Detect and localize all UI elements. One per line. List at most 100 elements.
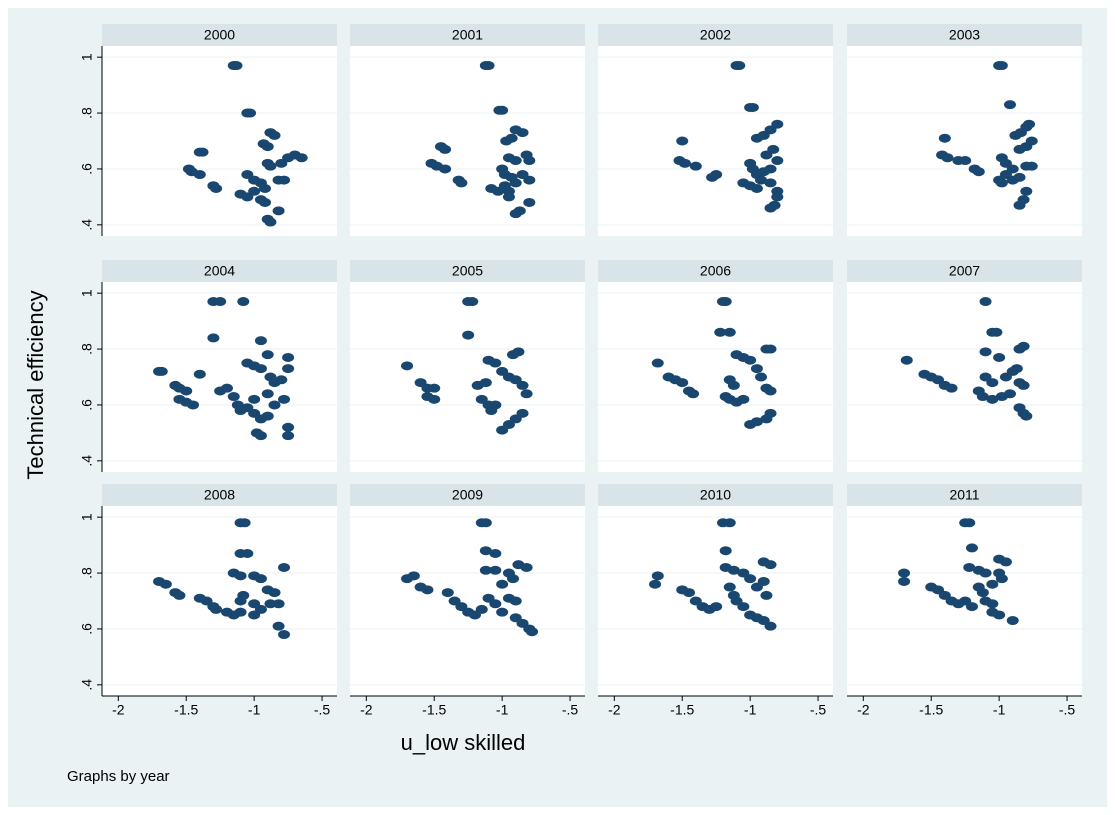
plot-region (350, 46, 585, 236)
y-tick-label: .6 (79, 623, 95, 635)
point (155, 366, 168, 376)
point (1013, 172, 1026, 182)
point (768, 200, 781, 210)
x-tick-label: -2 (360, 702, 373, 718)
point (651, 571, 664, 581)
panel-header (598, 484, 833, 506)
point (689, 161, 702, 171)
point (439, 144, 452, 154)
point (489, 565, 502, 575)
point (479, 378, 492, 388)
point (995, 61, 1008, 71)
point (963, 562, 976, 572)
point (755, 372, 768, 382)
panel-header (350, 484, 585, 506)
point (272, 206, 285, 216)
point (993, 352, 1006, 362)
point (516, 128, 529, 138)
point (428, 394, 441, 404)
point (227, 392, 240, 402)
point (159, 579, 172, 589)
point (965, 543, 978, 553)
point (523, 156, 536, 166)
panel-title: 2001 (452, 27, 483, 43)
point (230, 61, 243, 71)
point (941, 153, 954, 163)
point (234, 571, 247, 581)
point (272, 621, 285, 631)
point (401, 361, 414, 371)
point (976, 588, 989, 598)
point (526, 627, 539, 637)
point (719, 546, 732, 556)
x-axis-title: u_low skilled (401, 730, 526, 755)
point (496, 105, 509, 115)
point (272, 599, 285, 609)
y-tick-label: .8 (79, 343, 95, 355)
point (723, 518, 736, 528)
point (744, 574, 757, 584)
point (1023, 119, 1036, 129)
point (455, 178, 468, 188)
point (248, 186, 261, 196)
point (187, 400, 200, 410)
point (496, 607, 509, 617)
point (520, 562, 533, 572)
point (479, 546, 492, 556)
point (683, 588, 696, 598)
point (649, 579, 662, 589)
point (207, 333, 220, 343)
point (750, 184, 763, 193)
point (1025, 161, 1038, 171)
point (727, 565, 740, 575)
point (259, 184, 272, 193)
point (264, 161, 277, 171)
y-tick-label: .4 (79, 679, 95, 691)
point (727, 380, 740, 390)
panel-title: 2005 (452, 263, 483, 279)
point (193, 369, 206, 379)
point (1025, 136, 1038, 146)
y-tick-label: 1 (79, 513, 95, 521)
x-tick-label: -1.5 (670, 702, 694, 718)
point (760, 590, 773, 600)
point (963, 518, 976, 528)
point (278, 394, 291, 404)
x-tick-label: -.5 (562, 702, 579, 718)
plot-region (102, 46, 337, 236)
plot-region (102, 506, 337, 696)
panel-header (350, 24, 585, 46)
point (760, 414, 773, 424)
point (999, 557, 1012, 567)
y-tick-label: .8 (79, 107, 95, 119)
point (516, 380, 529, 390)
point (407, 571, 420, 581)
point (259, 197, 272, 207)
panel-header (350, 260, 585, 282)
point (275, 375, 288, 385)
panel-title: 2009 (452, 487, 483, 503)
x-tick-label: -1.5 (422, 702, 446, 718)
point (278, 175, 291, 185)
point (261, 350, 274, 360)
panel-header (847, 484, 1082, 506)
point (180, 386, 193, 396)
point (210, 184, 223, 193)
point (282, 364, 295, 374)
point (282, 431, 295, 441)
point (678, 158, 691, 168)
point (254, 574, 267, 584)
point (737, 394, 750, 404)
point (238, 518, 251, 528)
point (278, 562, 291, 572)
x-tick-label: -2 (857, 702, 870, 718)
point (254, 431, 267, 441)
point (737, 602, 750, 612)
x-tick-label: -2 (112, 702, 125, 718)
point (261, 142, 274, 152)
point (710, 170, 723, 180)
panel-header (847, 24, 1082, 46)
point (986, 599, 999, 609)
panel-header (102, 24, 337, 46)
y-tick-label: 1 (79, 53, 95, 61)
